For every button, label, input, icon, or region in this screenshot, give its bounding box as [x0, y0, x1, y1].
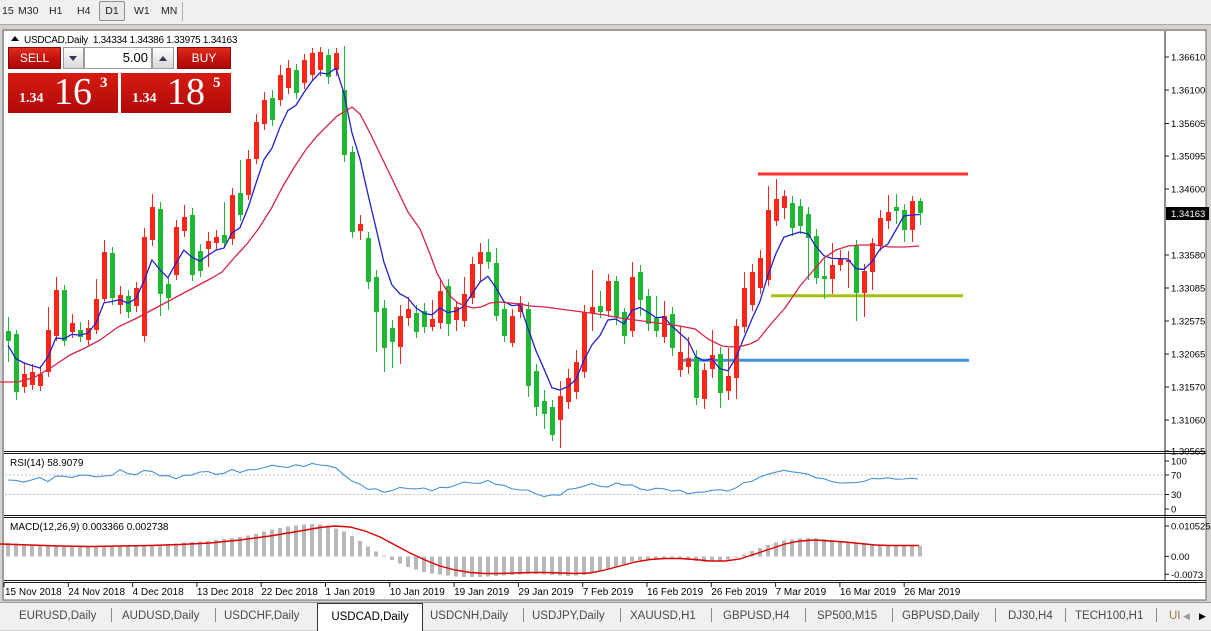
svg-text:1.33085: 1.33085: [1171, 284, 1205, 295]
svg-text:26 Mar 2019: 26 Mar 2019: [904, 587, 961, 598]
svg-text:0.00: 0.00: [1171, 552, 1190, 563]
svg-text:1 Jan 2019: 1 Jan 2019: [326, 587, 376, 598]
svg-text:26 Feb 2019: 26 Feb 2019: [711, 587, 768, 598]
svg-text:22 Dec 2018: 22 Dec 2018: [261, 587, 318, 598]
svg-text:1.36100: 1.36100: [1171, 86, 1205, 97]
svg-text:USDCAD,Daily 1.34334 1.34386: USDCAD,Daily 1.34334 1.34386 1.33975 1.3…: [24, 35, 238, 46]
svg-text:30: 30: [1171, 490, 1182, 501]
svg-text:1.35605: 1.35605: [1171, 119, 1205, 130]
svg-text:19 Jan 2019: 19 Jan 2019: [454, 587, 509, 598]
svg-text:4 Dec 2018: 4 Dec 2018: [133, 587, 185, 598]
svg-text:0.010525: 0.010525: [1171, 522, 1211, 533]
svg-text:1.33580: 1.33580: [1171, 251, 1205, 262]
svg-text:1.30565: 1.30565: [1171, 447, 1205, 458]
svg-text:70: 70: [1171, 471, 1182, 482]
svg-text:100: 100: [1171, 457, 1187, 468]
svg-text:1.36610: 1.36610: [1171, 53, 1205, 64]
svg-text:1.31060: 1.31060: [1171, 416, 1205, 427]
svg-text:10 Jan 2019: 10 Jan 2019: [390, 587, 445, 598]
svg-text:7 Feb 2019: 7 Feb 2019: [583, 587, 634, 598]
svg-text:16 Mar 2019: 16 Mar 2019: [840, 587, 897, 598]
svg-text:7 Mar 2019: 7 Mar 2019: [776, 587, 827, 598]
svg-text:15 Nov 2018: 15 Nov 2018: [5, 587, 62, 598]
svg-text:1.34600: 1.34600: [1171, 185, 1205, 196]
svg-text:1.34163: 1.34163: [1171, 209, 1205, 220]
svg-text:1.31570: 1.31570: [1171, 383, 1205, 394]
svg-text:1.32575: 1.32575: [1171, 317, 1205, 328]
svg-text:0: 0: [1171, 505, 1176, 516]
svg-text:RSI(14) 58.9079: RSI(14) 58.9079: [10, 458, 84, 469]
svg-text:24 Nov 2018: 24 Nov 2018: [68, 587, 125, 598]
svg-text:1.32065: 1.32065: [1171, 350, 1205, 361]
svg-text:1.35095: 1.35095: [1171, 152, 1205, 163]
svg-text:MACD(12,26,9) 0.003366 0.00273: MACD(12,26,9) 0.003366 0.002738: [10, 522, 169, 533]
svg-text:-0.0073: -0.0073: [1171, 570, 1203, 581]
svg-text:16 Feb 2019: 16 Feb 2019: [647, 587, 704, 598]
svg-text:29 Jan 2019: 29 Jan 2019: [518, 587, 573, 598]
svg-text:13 Dec 2018: 13 Dec 2018: [197, 587, 254, 598]
